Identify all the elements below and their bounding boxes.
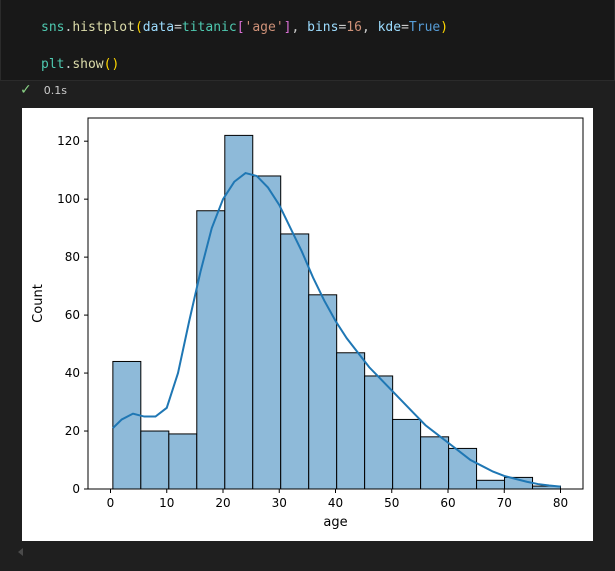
code-token: plt [41, 57, 65, 72]
x-tick-label: 60 [440, 496, 455, 510]
y-axis-label: Count [31, 284, 46, 323]
cell-output: 0 10 20 30 40 50 60 70 80 0 20 40 60 80 100 120 age Co… [22, 108, 593, 541]
code-token: ( [134, 20, 143, 35]
histogram-bar [140, 430, 170, 490]
execution-duration: 0.1s [43, 83, 67, 97]
y-tick-label: 20 [65, 424, 80, 438]
x-tick-label: 30 [272, 496, 287, 510]
execution-status: ✓ 0.1s [20, 82, 67, 98]
code-line-show[interactable]: plt.show() [41, 57, 119, 72]
histogram-chart: 0 10 20 30 40 50 60 70 80 0 20 40 60 80 100 120 age Co… [31, 117, 584, 530]
code-editor[interactable]: sns.histplot(data=titanic['age'], bins=1… [0, 0, 615, 81]
x-tick-label: 10 [159, 496, 174, 510]
code-token: titanic [181, 20, 237, 35]
code-token: , [291, 20, 308, 35]
x-axis-label: age [323, 515, 347, 530]
code-token: . [64, 57, 73, 72]
code-token: . [64, 20, 73, 35]
histogram-bar [476, 479, 506, 490]
code-token: = [174, 20, 182, 35]
code-token: kde [377, 20, 402, 35]
scroll-left-icon[interactable] [18, 548, 23, 556]
code-token: histplot [72, 20, 135, 35]
code-token: data [142, 20, 175, 35]
histogram-bar [224, 134, 254, 490]
histogram-bar [280, 233, 310, 490]
x-tick-label: 80 [553, 496, 568, 510]
y-tick-label: 40 [65, 366, 80, 380]
x-tick-label: 0 [107, 496, 115, 510]
code-token: () [103, 57, 120, 72]
y-tick-label: 120 [57, 134, 80, 148]
y-tick-label: 0 [72, 482, 80, 496]
x-tick-label: 70 [497, 496, 512, 510]
code-token: show [72, 57, 104, 72]
check-icon: ✓ [20, 82, 32, 98]
code-token: ) [440, 20, 449, 35]
y-tick-label: 60 [65, 308, 80, 322]
code-token: , [361, 20, 378, 35]
histogram-bar [336, 352, 366, 490]
histogram-bar [392, 418, 422, 490]
code-token: = [338, 20, 347, 35]
x-tick-label: 50 [384, 496, 399, 510]
code-token: [ [236, 20, 245, 35]
x-tick-label: 40 [328, 496, 343, 510]
histogram-bar [168, 433, 198, 490]
x-tick-label: 20 [215, 496, 230, 510]
y-tick-label: 80 [65, 250, 80, 264]
histogram-bar [196, 210, 226, 490]
code-token: sns [41, 20, 65, 35]
code-token: = [401, 20, 409, 35]
code-line-histplot[interactable]: sns.histplot(data=titanic['age'], bins=1… [41, 20, 448, 35]
code-token: True [408, 20, 441, 35]
code-token: ] [283, 20, 292, 35]
histogram-bar [308, 294, 338, 490]
histogram-bar [252, 175, 282, 490]
code-token: bins [307, 20, 339, 35]
histogram-bar [364, 375, 394, 490]
y-tick-label: 100 [57, 192, 80, 206]
code-token: 'age' [244, 20, 284, 35]
kde-curve [112, 171, 561, 488]
code-token: 16 [346, 20, 362, 35]
histogram-bar [420, 436, 450, 490]
